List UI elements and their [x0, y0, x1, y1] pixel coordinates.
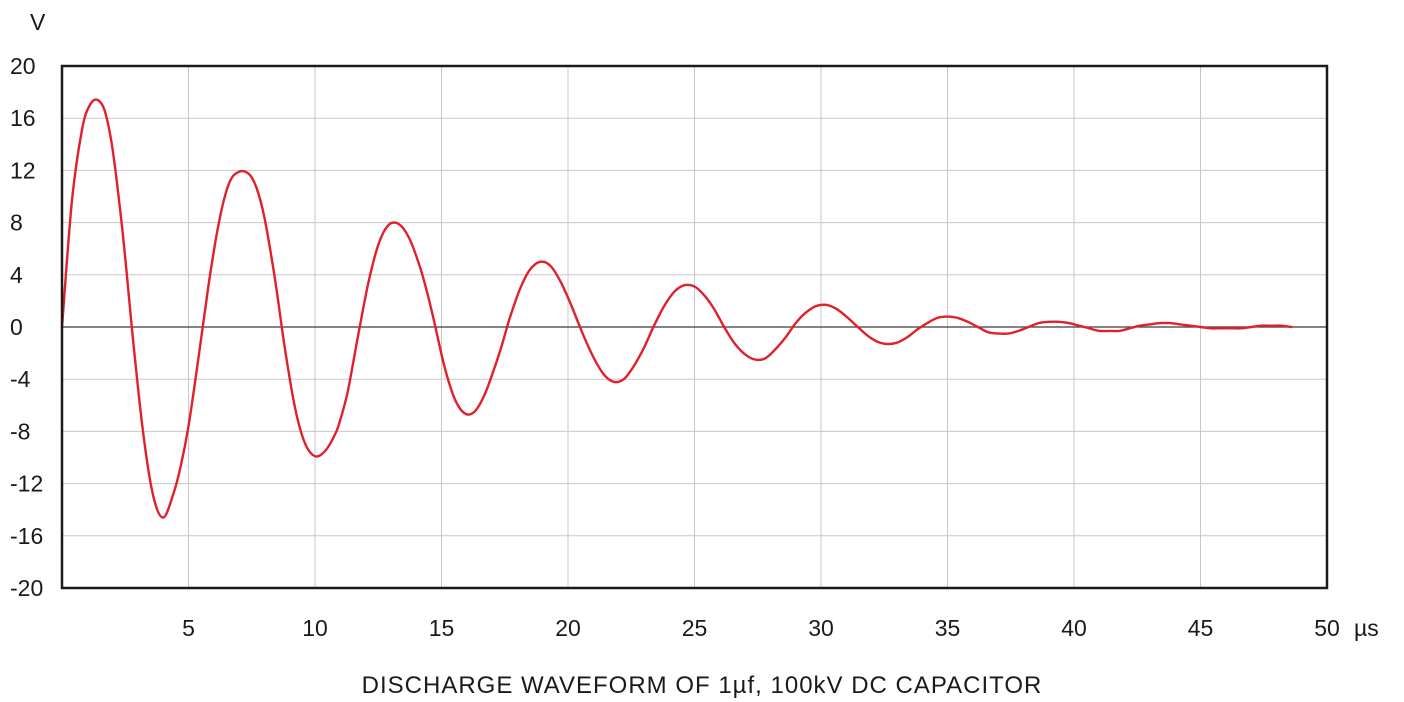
x-tick-label: 40 [1061, 615, 1087, 641]
chart-title: DISCHARGE WAVEFORM OF 1µf, 100kV DC CAPA… [361, 672, 1043, 699]
y-tick-label: -12 [10, 471, 43, 497]
y-tick-label: 16 [10, 105, 36, 131]
y-tick-label: -16 [10, 523, 43, 549]
x-tick-label: 35 [935, 615, 961, 641]
x-tick-label: 25 [682, 615, 708, 641]
waveform-line [60, 98, 1293, 519]
y-tick-label: 20 [10, 53, 36, 79]
x-tick-label: 20 [555, 615, 581, 641]
x-tick-label: 5 [182, 615, 195, 641]
y-tick-label: -20 [10, 575, 43, 601]
y-axis-ticks: 20 16 12 8 4 0 -4 -8 -12 -16 -20 [10, 53, 43, 601]
x-axis-ticks: 5 10 15 20 25 30 35 40 45 50 [182, 615, 1340, 641]
x-tick-label: 45 [1188, 615, 1214, 641]
chart-caption: DISCHARGE WAVEFORM OF 1µf, 100kV DC CAPA… [0, 672, 1404, 700]
y-tick-label: -4 [10, 366, 31, 392]
x-tick-label: 50 [1314, 615, 1340, 641]
y-tick-label: 0 [10, 314, 23, 340]
x-tick-label: 30 [808, 615, 834, 641]
y-axis-label: V [30, 9, 46, 35]
x-axis-unit: µs [1354, 615, 1379, 641]
plot-frame [60, 64, 1329, 590]
y-tick-label: 12 [10, 157, 36, 183]
y-tick-label: -8 [10, 418, 30, 444]
x-tick-label: 10 [302, 615, 328, 641]
x-tick-label: 15 [429, 615, 455, 641]
y-tick-label: 4 [10, 262, 23, 288]
y-tick-label: 8 [10, 210, 23, 236]
